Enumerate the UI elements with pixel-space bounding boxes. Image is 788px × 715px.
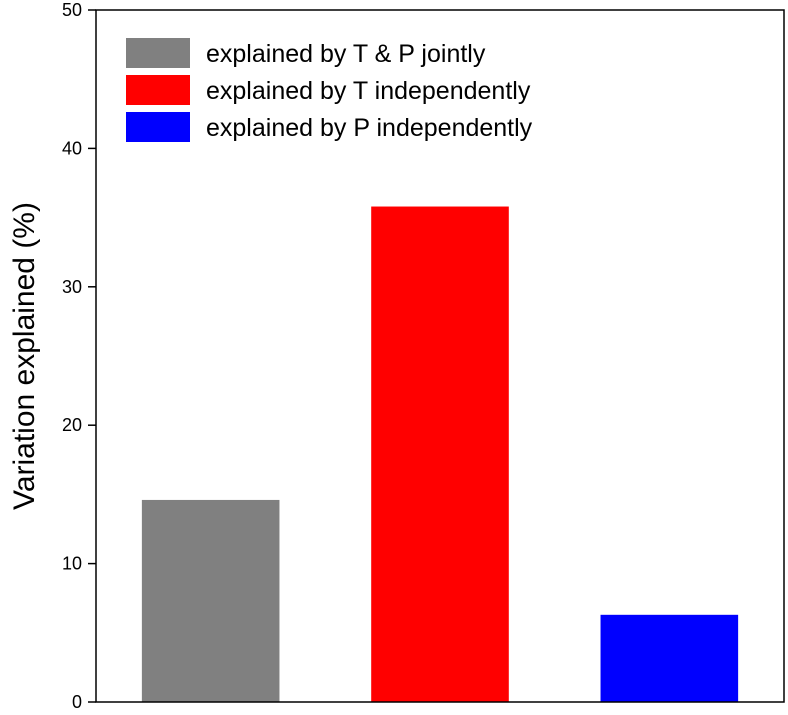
legend-label-2: explained by T independently xyxy=(206,77,531,105)
y-tick-label: 30 xyxy=(62,277,82,297)
legend-label-1: explained by T & P jointly xyxy=(206,40,486,68)
legend: explained by T & P jointly explained by T… xyxy=(126,38,533,142)
bar-1 xyxy=(141,499,280,702)
y-axis-ticks: 0 10 20 30 40 50 xyxy=(62,0,96,712)
legend-swatch-1 xyxy=(126,38,190,68)
y-tick-label: 0 xyxy=(72,692,82,712)
y-tick-label: 40 xyxy=(62,138,82,158)
legend-label-3: explained by P independently xyxy=(206,114,533,142)
y-axis-title: Variation explained (%) xyxy=(8,202,41,510)
bar-2 xyxy=(371,206,509,702)
y-tick-label: 50 xyxy=(62,0,82,20)
legend-swatch-2 xyxy=(126,75,190,105)
plot-frame xyxy=(95,9,785,703)
y-tick-label: 10 xyxy=(62,554,82,574)
bars xyxy=(141,206,739,702)
bar-3 xyxy=(600,614,739,702)
y-tick-label: 20 xyxy=(62,415,82,435)
legend-swatch-3 xyxy=(126,112,190,142)
